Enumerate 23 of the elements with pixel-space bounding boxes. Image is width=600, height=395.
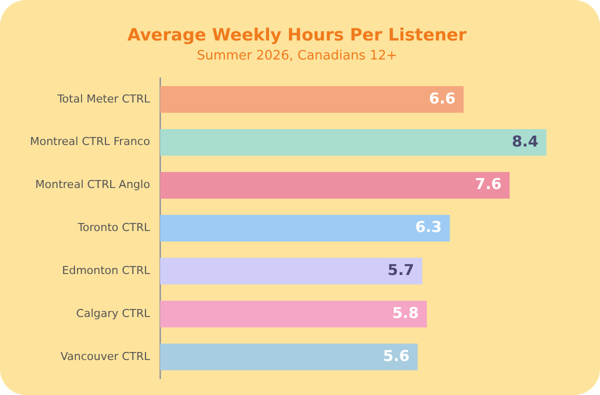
data-label: 5.8 [392,304,419,322]
y-tick-label: Montreal CTRL Franco [30,135,150,148]
y-tick-label: Vancouver CTRL [60,350,151,363]
chart-title: Average Weekly Hours Per Listener [127,26,468,46]
y-tick-label: Calgary CTRL [76,306,151,320]
y-tick-label: Total Meter CTRL [56,92,151,106]
bar [160,129,546,156]
data-label: 6.6 [429,89,456,108]
bar [160,86,464,113]
y-tick-label: Toronto CTRL [76,221,151,234]
bar [160,172,510,199]
bar [160,344,418,370]
data-label: 8.4 [512,132,538,150]
bar [160,300,427,328]
bar [160,258,422,284]
bar [160,214,450,242]
data-label: 6.3 [415,218,442,236]
data-label: 5.7 [388,261,414,280]
data-label: 5.6 [383,346,410,365]
data-label: 7.6 [475,175,502,194]
y-tick-label: Edmonton CTRL [62,264,151,277]
y-tick-label: Montreal CTRL Anglo [35,178,150,192]
chart-subtitle: Summer 2026, Canadians 12+ [196,48,398,64]
